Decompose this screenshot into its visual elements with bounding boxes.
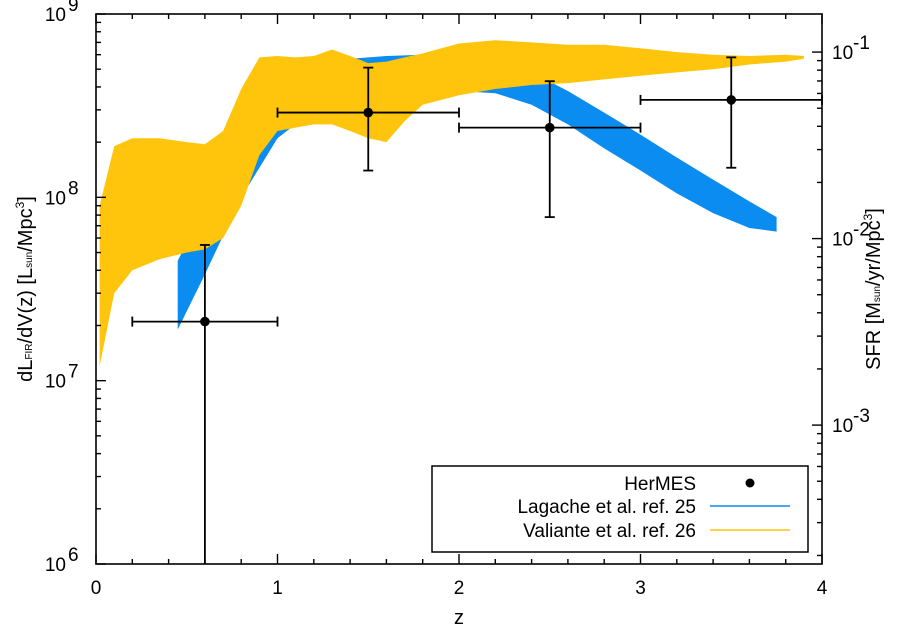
x-tick-label: 1 xyxy=(272,578,283,599)
y-axis-right: 10-310-210-1 xyxy=(812,33,870,557)
x-tick-label: 3 xyxy=(635,578,646,599)
y-right-tick-exponent: -1 xyxy=(853,33,870,54)
legend-label-valiante: Valiante et al. ref. 26 xyxy=(523,521,696,542)
legend-label-lagache: Lagache et al. ref. 25 xyxy=(517,497,696,518)
y-left-tick-label: 10 xyxy=(45,5,66,26)
data-points-layer xyxy=(131,56,823,564)
y-right-tick-label: 10 xyxy=(832,416,853,437)
x-tick-label: 4 xyxy=(817,578,828,599)
legend-box xyxy=(431,465,809,553)
y-right-tick-exponent: -3 xyxy=(853,406,870,427)
x-axis-label: z xyxy=(454,607,464,629)
y-left-tick-exponent: 8 xyxy=(68,178,79,199)
data-point-3 xyxy=(639,56,823,169)
data-point-marker xyxy=(544,122,555,133)
y-right-tick-exponent: -2 xyxy=(853,220,870,241)
y-left-tick-exponent: 6 xyxy=(68,545,79,566)
legend: HerMES Lagache et al. ref. 25 Valiante e… xyxy=(431,465,809,553)
legend-marker-hermes xyxy=(745,478,755,488)
bands-layer xyxy=(99,40,804,367)
band-valiante xyxy=(99,40,804,367)
y-left-tick-exponent: 7 xyxy=(68,362,79,383)
x-tick-label: 2 xyxy=(454,578,465,599)
y-left-tick-label: 10 xyxy=(45,188,66,209)
legend-label-hermes: HerMES xyxy=(624,474,696,495)
y-left-tick-label: 10 xyxy=(45,555,66,576)
y-right-tick-label: 10 xyxy=(832,230,853,251)
data-point-1 xyxy=(276,66,460,172)
data-point-2 xyxy=(458,80,642,219)
data-point-marker xyxy=(200,316,210,327)
y-right-tick-label: 10 xyxy=(832,43,853,64)
data-point-marker xyxy=(363,107,374,118)
x-tick-label: 0 xyxy=(91,578,102,599)
y-axis-left-label: dLFIR/dV(z) [Lsun/Mpc3] xyxy=(13,196,37,382)
data-point-0 xyxy=(131,244,279,564)
x-axis: 0 1 2 3 4 xyxy=(91,14,828,599)
y-axis-right-label: SFR [Msun/yr/Mpc3] xyxy=(861,208,885,370)
y-left-tick-label: 10 xyxy=(45,372,66,393)
y-left-tick-exponent: 9 xyxy=(68,0,79,16)
data-point-marker xyxy=(726,95,737,105)
